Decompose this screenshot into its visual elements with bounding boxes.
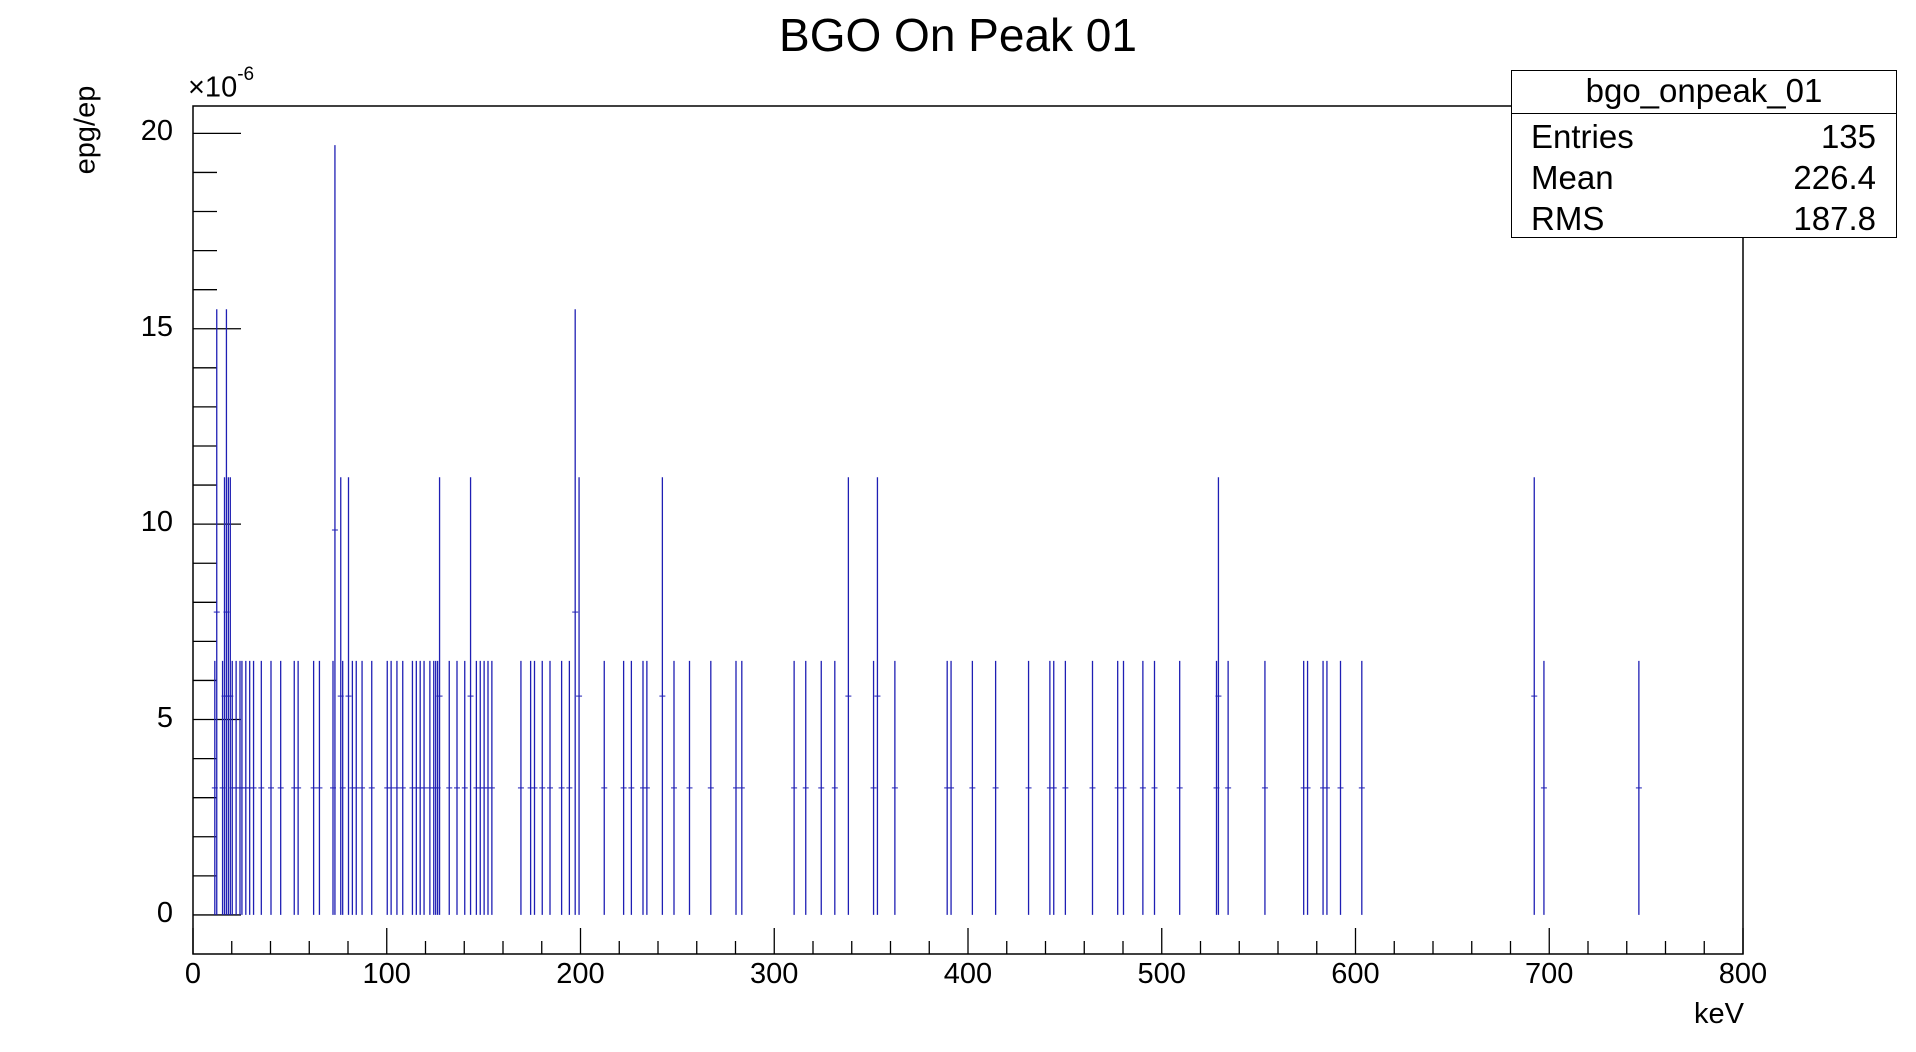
stats-entries-label: Entries [1531, 118, 1634, 155]
stats-row-entries: Entries 135 [1512, 114, 1896, 155]
y-exponent-base: ×10 [188, 71, 238, 104]
stats-mean-value: 226.4 [1793, 159, 1876, 196]
y-tick-label: 5 [156, 701, 173, 734]
x-tick-label: 400 [943, 958, 993, 990]
stats-row-mean: Mean 226.4 [1512, 155, 1896, 196]
y-tick-label: 15 [140, 310, 173, 343]
stats-box: bgo_onpeak_01 Entries 135 Mean 226.4 RMS… [1511, 70, 1897, 238]
axis-ticks [192, 132, 1744, 954]
x-tick-label: 300 [750, 958, 799, 990]
stats-entries-value: 135 [1820, 118, 1876, 155]
x-tick-label: 100 [362, 958, 411, 990]
y-exponent-power: -6 [237, 64, 255, 85]
y-exponent-label: ×10-6 [188, 64, 254, 105]
x-tick-label: 700 [1525, 958, 1574, 990]
x-tick-label: 500 [1137, 958, 1186, 990]
stats-row-rms: RMS 187.8 [1512, 196, 1896, 237]
y-tick-label: 10 [140, 506, 173, 539]
x-tick-label: 600 [1331, 958, 1380, 990]
stats-box-title: bgo_onpeak_01 [1512, 71, 1896, 114]
x-tick-label: 0 [184, 958, 202, 990]
stats-rms-label: RMS [1531, 200, 1605, 237]
y-tick-label: 20 [140, 115, 173, 148]
histogram-bars [211, 145, 1642, 915]
chart-title: BGO On Peak 01 [779, 9, 1137, 61]
x-axis-label: keV [1694, 998, 1744, 1030]
x-tick-label: 800 [1718, 958, 1768, 990]
stats-mean-label: Mean [1531, 159, 1614, 196]
stats-rms-value: 187.8 [1793, 200, 1876, 237]
x-tick-label: 200 [556, 958, 605, 990]
y-tick-label: 0 [156, 896, 173, 929]
